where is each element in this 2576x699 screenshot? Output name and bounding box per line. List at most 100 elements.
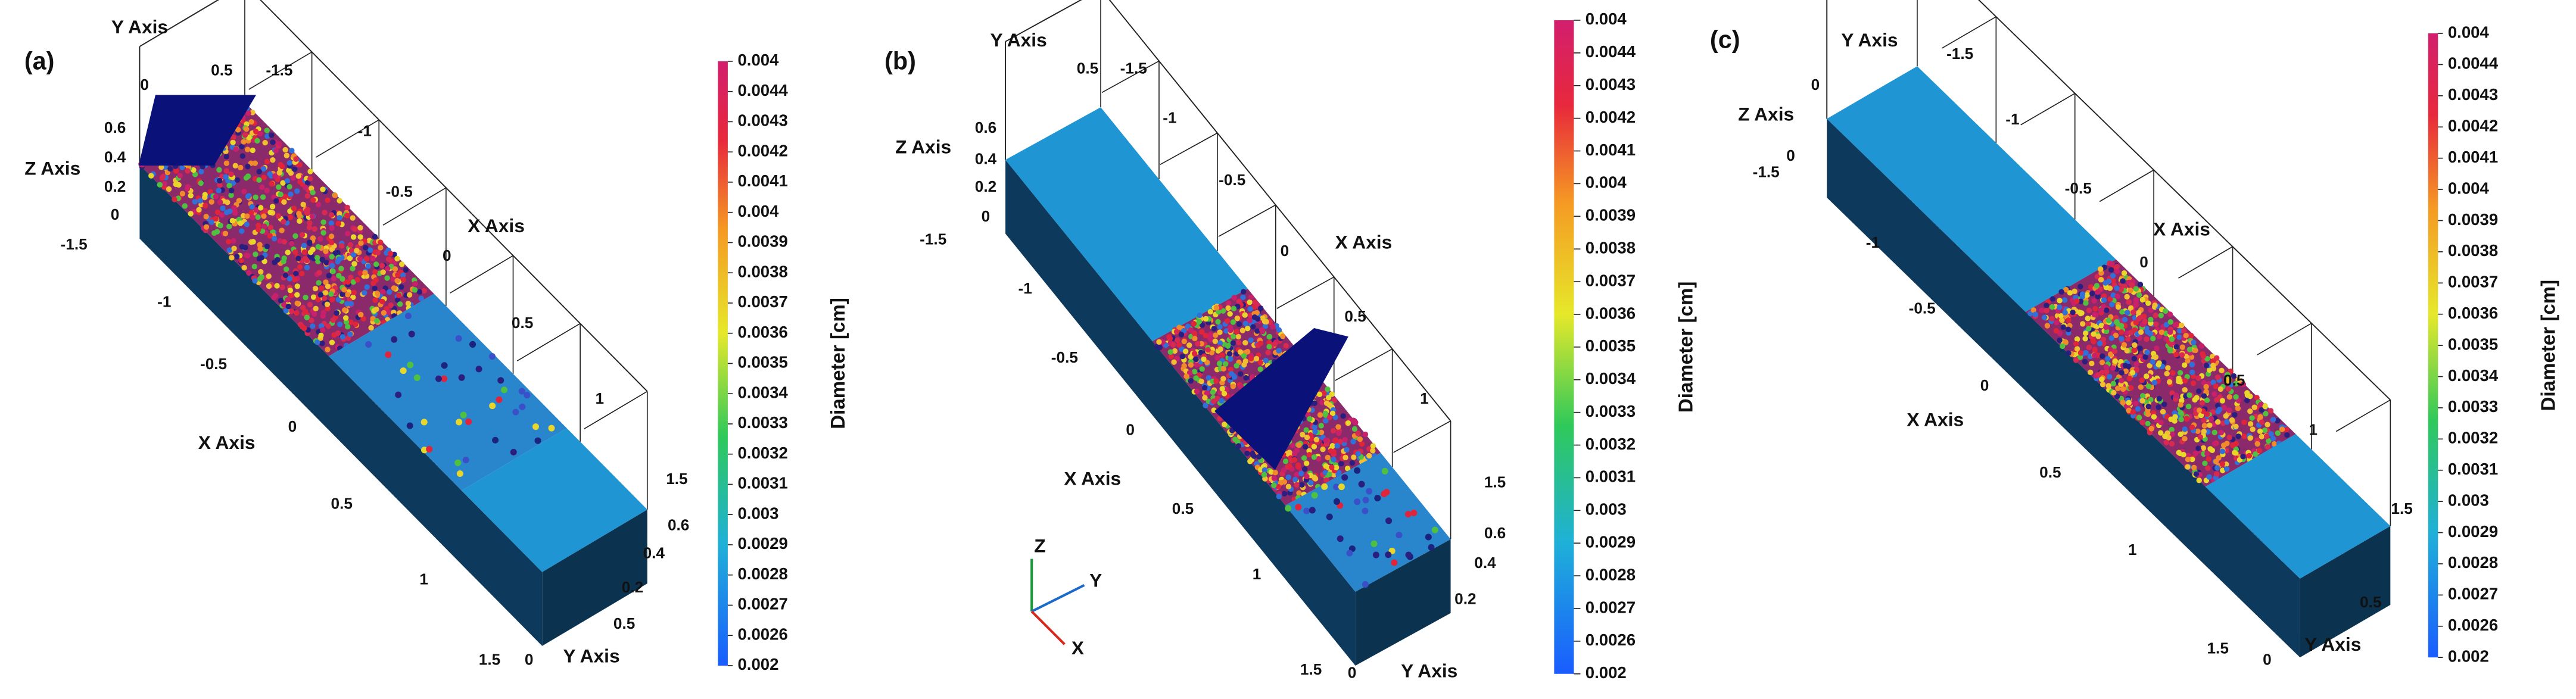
particle	[2231, 373, 2237, 379]
particle	[2094, 273, 2101, 280]
particle	[374, 318, 380, 324]
particle	[2148, 426, 2154, 432]
wire-line	[2257, 323, 2312, 355]
particle	[1333, 498, 1340, 505]
particle	[225, 199, 230, 205]
particle	[1328, 448, 1334, 454]
particle	[2168, 341, 2174, 347]
particle	[294, 283, 300, 289]
colorbar-tick-label: 0.0043	[2448, 85, 2498, 104]
particle	[245, 164, 251, 170]
particle	[1160, 339, 1166, 345]
particle	[1235, 443, 1242, 449]
particle	[248, 119, 254, 125]
particle	[2077, 283, 2083, 290]
axis-tick-label: 1.5	[1300, 660, 1322, 678]
end-face	[1355, 539, 1451, 666]
particle	[2193, 471, 2199, 478]
particle	[2191, 464, 2197, 471]
particle	[2270, 417, 2276, 423]
particle	[2128, 305, 2134, 311]
particle	[2279, 426, 2285, 432]
particle	[278, 191, 284, 198]
particle	[357, 256, 363, 262]
particle	[2136, 310, 2142, 316]
particle	[1318, 429, 1325, 435]
particle	[1192, 335, 1198, 342]
particle	[310, 197, 316, 203]
particle	[1341, 474, 1348, 481]
particle	[380, 289, 386, 295]
particle	[2173, 392, 2179, 398]
particle	[328, 233, 335, 239]
particle	[1263, 319, 1269, 325]
particle	[335, 297, 342, 302]
particle	[2214, 465, 2220, 471]
particle	[1191, 369, 1198, 375]
panel: (c) Y Axis -1.5 0 Z Axis 0 -1.5 -1 -0.5 0 0.5 1 -1 -0…	[1710, 0, 2560, 669]
particle	[1333, 483, 1340, 491]
particle	[294, 310, 300, 316]
particle	[192, 199, 198, 205]
particle	[1242, 320, 1249, 327]
particle	[2044, 302, 2049, 308]
particle	[2074, 336, 2080, 342]
particle	[344, 323, 351, 330]
particle	[253, 129, 259, 135]
particle	[263, 208, 269, 214]
particle	[2208, 416, 2214, 422]
particle	[2124, 294, 2130, 300]
particle	[320, 186, 326, 192]
particle	[330, 317, 336, 323]
particle	[1244, 450, 1250, 457]
particle	[2179, 322, 2185, 329]
particle	[2110, 365, 2116, 371]
particle	[257, 242, 263, 248]
particle	[162, 164, 169, 170]
particle	[273, 198, 279, 204]
particle	[253, 251, 258, 257]
colorbar-tick-label: 0.0043	[737, 111, 787, 130]
colorbar-tick-label: 0.004	[1586, 10, 1627, 28]
colorbar-tick-label: 0.0041	[1586, 141, 1636, 159]
particle	[407, 361, 414, 369]
particle	[286, 160, 292, 166]
particle	[2206, 456, 2211, 462]
particle	[228, 171, 234, 177]
particle	[228, 188, 235, 194]
particle	[319, 257, 325, 263]
particle	[379, 263, 385, 269]
particle	[1344, 447, 1350, 453]
particle	[2233, 380, 2239, 387]
particle	[316, 270, 322, 276]
particle	[1225, 300, 1232, 306]
particle	[304, 257, 310, 264]
particle	[148, 173, 154, 179]
particle	[2091, 311, 2098, 318]
particle	[1250, 324, 1256, 330]
particle	[2190, 380, 2197, 386]
particle	[329, 339, 335, 345]
colorbar-tick-label: 0.0041	[737, 171, 787, 190]
particle	[344, 292, 351, 298]
particle	[347, 242, 354, 248]
particle	[275, 213, 281, 219]
particle	[339, 334, 346, 340]
colorbar-tick-label: 0.0028	[737, 564, 787, 583]
particle	[1370, 443, 1376, 449]
particle	[1251, 453, 1257, 459]
particle	[2138, 314, 2144, 320]
particle	[176, 182, 182, 188]
particle	[2121, 270, 2128, 276]
particle	[1354, 467, 1361, 474]
particle	[2098, 323, 2105, 329]
particle	[1219, 386, 1225, 392]
particle	[406, 292, 413, 298]
particle	[1345, 420, 1351, 426]
particle	[325, 347, 331, 352]
particle	[2173, 344, 2179, 350]
particle	[370, 255, 376, 261]
particle	[2103, 328, 2110, 335]
